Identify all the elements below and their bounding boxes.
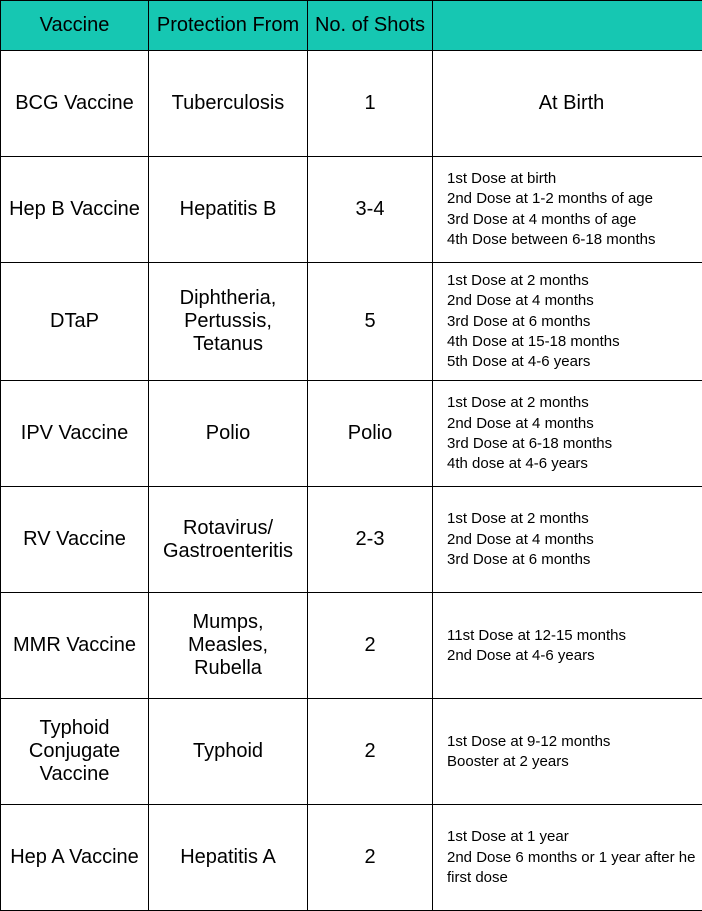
cell-schedule: 1st Dose at 9-12 monthsBooster at 2 year… <box>433 699 702 805</box>
cell-schedule: 1st Dose at 1 year2nd Dose 6 months or 1… <box>433 805 702 911</box>
cell-schedule: 1st Dose at 2 months2nd Dose at 4 months… <box>433 381 702 487</box>
cell-schedule: 1st Dose at 2 months2nd Dose at 4 months… <box>433 487 702 593</box>
schedule-line: 2nd Dose at 4-6 years <box>447 646 696 666</box>
cell-protection: Hepatitis A <box>149 805 308 911</box>
table-row: RV VaccineRotavirus/ Gastroenteritis2-31… <box>1 487 702 593</box>
table-row: Hep B VaccineHepatitis B3-41st Dose at b… <box>1 157 702 263</box>
schedule-line: 2nd Dose 6 months or 1 year after he fir… <box>447 848 696 889</box>
cell-vaccine: Typhoid Conjugate Vaccine <box>1 699 149 805</box>
schedule-line: 1st Dose at birth <box>447 169 696 189</box>
vaccine-table: VaccineProtection FromNo. of Shots BCG V… <box>0 0 702 911</box>
cell-protection: Polio <box>149 381 308 487</box>
cell-schedule: 1st Dose at birth2nd Dose at 1-2 months … <box>433 157 702 263</box>
schedule-line: At Birth <box>447 90 696 117</box>
table-row: MMR VaccineMumps, Measles, Rubella211st … <box>1 593 702 699</box>
schedule-line: 1st Dose at 2 months <box>447 271 696 291</box>
col-header-3 <box>433 1 702 51</box>
cell-vaccine: BCG Vaccine <box>1 51 149 157</box>
cell-shots: 2 <box>308 593 433 699</box>
cell-shots: Polio <box>308 381 433 487</box>
cell-shots: 2-3 <box>308 487 433 593</box>
cell-protection: Typhoid <box>149 699 308 805</box>
col-header-0: Vaccine <box>1 1 149 51</box>
col-header-1: Protection From <box>149 1 308 51</box>
schedule-line: 1st Dose at 2 months <box>447 393 696 413</box>
schedule-line: 2nd Dose at 1-2 months of age <box>447 189 696 209</box>
schedule-line: 2nd Dose at 4 months <box>447 530 696 550</box>
table-row: BCG VaccineTuberculosis1 At Birth <box>1 51 702 157</box>
table-header-row: VaccineProtection FromNo. of Shots <box>1 1 702 51</box>
schedule-line: 3rd Dose at 4 months of age <box>447 210 696 230</box>
cell-schedule: 1st Dose at 2 months2nd Dose at 4 months… <box>433 263 702 381</box>
schedule-line: 5th Dose at 4-6 years <box>447 352 696 372</box>
cell-shots: 3-4 <box>308 157 433 263</box>
schedule-line: 2nd Dose at 4 months <box>447 291 696 311</box>
cell-vaccine: Hep A Vaccine <box>1 805 149 911</box>
table-row: DTaPDiphtheria, Pertussis, Tetanus51st D… <box>1 263 702 381</box>
table-row: Typhoid Conjugate VaccineTyphoid21st Dos… <box>1 699 702 805</box>
cell-protection: Hepatitis B <box>149 157 308 263</box>
cell-shots: 1 <box>308 51 433 157</box>
cell-shots: 5 <box>308 263 433 381</box>
cell-vaccine: RV Vaccine <box>1 487 149 593</box>
cell-protection: Rotavirus/ Gastroenteritis <box>149 487 308 593</box>
schedule-line: 1st Dose at 9-12 months <box>447 732 696 752</box>
cell-shots: 2 <box>308 699 433 805</box>
schedule-line: 3rd Dose at 6-18 months <box>447 434 696 454</box>
cell-vaccine: Hep B Vaccine <box>1 157 149 263</box>
cell-protection: Mumps, Measles, Rubella <box>149 593 308 699</box>
table-row: Hep A VaccineHepatitis A21st Dose at 1 y… <box>1 805 702 911</box>
cell-schedule: At Birth <box>433 51 702 157</box>
schedule-line: 11st Dose at 12-15 months <box>447 626 696 646</box>
schedule-line: 1st Dose at 2 months <box>447 509 696 529</box>
schedule-line: 4th Dose between 6-18 months <box>447 230 696 250</box>
table-row: IPV VaccinePolioPolio1st Dose at 2 month… <box>1 381 702 487</box>
col-header-2: No. of Shots <box>308 1 433 51</box>
schedule-line: 1st Dose at 1 year <box>447 827 696 847</box>
schedule-line: 3rd Dose at 6 months <box>447 312 696 332</box>
cell-vaccine: IPV Vaccine <box>1 381 149 487</box>
schedule-line: Booster at 2 years <box>447 752 696 772</box>
cell-protection: Diphtheria, Pertussis, Tetanus <box>149 263 308 381</box>
cell-schedule: 11st Dose at 12-15 months2nd Dose at 4-6… <box>433 593 702 699</box>
cell-shots: 2 <box>308 805 433 911</box>
schedule-line: 4th Dose at 15-18 months <box>447 332 696 352</box>
schedule-line: 2nd Dose at 4 months <box>447 414 696 434</box>
cell-vaccine: DTaP <box>1 263 149 381</box>
cell-vaccine: MMR Vaccine <box>1 593 149 699</box>
schedule-line: 3rd Dose at 6 months <box>447 550 696 570</box>
cell-protection: Tuberculosis <box>149 51 308 157</box>
schedule-line: 4th dose at 4-6 years <box>447 454 696 474</box>
